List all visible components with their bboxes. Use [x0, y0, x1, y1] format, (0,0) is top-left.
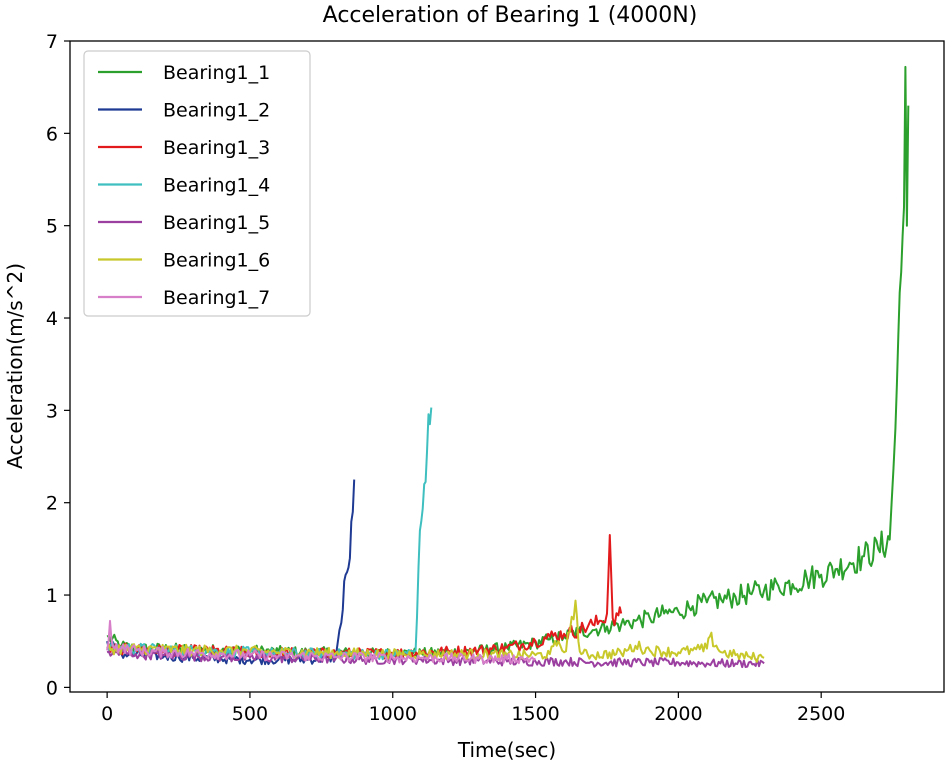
legend-label-bearing1-5: Bearing1_5 [163, 212, 270, 234]
legend-label-bearing1-6: Bearing1_6 [163, 250, 270, 272]
legend-box [83, 50, 311, 317]
x-axis-ticks: 0 500 1000 1500 2000 2500 [101, 692, 845, 725]
x-axis-label: Time(sec) [457, 738, 556, 762]
chart-title: Acceleration of Bearing 1 (4000N) [323, 3, 698, 28]
y-tick-label: 0 [46, 677, 58, 699]
y-tick-label: 7 [46, 31, 58, 53]
y-tick-label: 1 [46, 585, 58, 607]
y-tick-label: 6 [46, 123, 58, 145]
x-tick-label: 2500 [797, 703, 845, 725]
y-tick-label: 5 [46, 216, 58, 238]
x-tick-label: 1000 [369, 703, 417, 725]
series-line-bearing1-2 [106, 479, 356, 666]
x-tick-label: 500 [232, 703, 268, 725]
y-axis-ticks: 0 1 2 3 4 5 6 7 [46, 31, 70, 699]
y-tick-label: 4 [46, 308, 58, 330]
legend-label-bearing1-4: Bearing1_4 [163, 175, 270, 197]
x-tick-label: 1500 [511, 703, 559, 725]
legend-label-bearing1-1: Bearing1_1 [163, 62, 270, 84]
y-tick-label: 2 [46, 493, 58, 515]
legend-label-bearing1-3: Bearing1_3 [163, 137, 270, 159]
series-line-bearing1-4 [106, 407, 433, 661]
x-tick-label: 0 [101, 703, 113, 725]
legend-label-bearing1-7: Bearing1_7 [163, 287, 270, 309]
series-line-bearing1-3 [106, 534, 623, 660]
legend: Bearing1_1 Bearing1_2 Bearing1_3 Bearing1_4… [83, 50, 311, 317]
y-axis-label: Acceleration(m/s^2) [3, 263, 27, 469]
plot-lines [106, 65, 910, 669]
legend-label-bearing1-2: Bearing1_2 [163, 100, 270, 122]
plot-area-frame [69, 40, 945, 693]
y-tick-label: 3 [46, 400, 58, 422]
x-tick-label: 2000 [654, 703, 702, 725]
series-line-bearing1-7 [106, 619, 537, 665]
series-line-bearing1-5 [106, 648, 765, 669]
